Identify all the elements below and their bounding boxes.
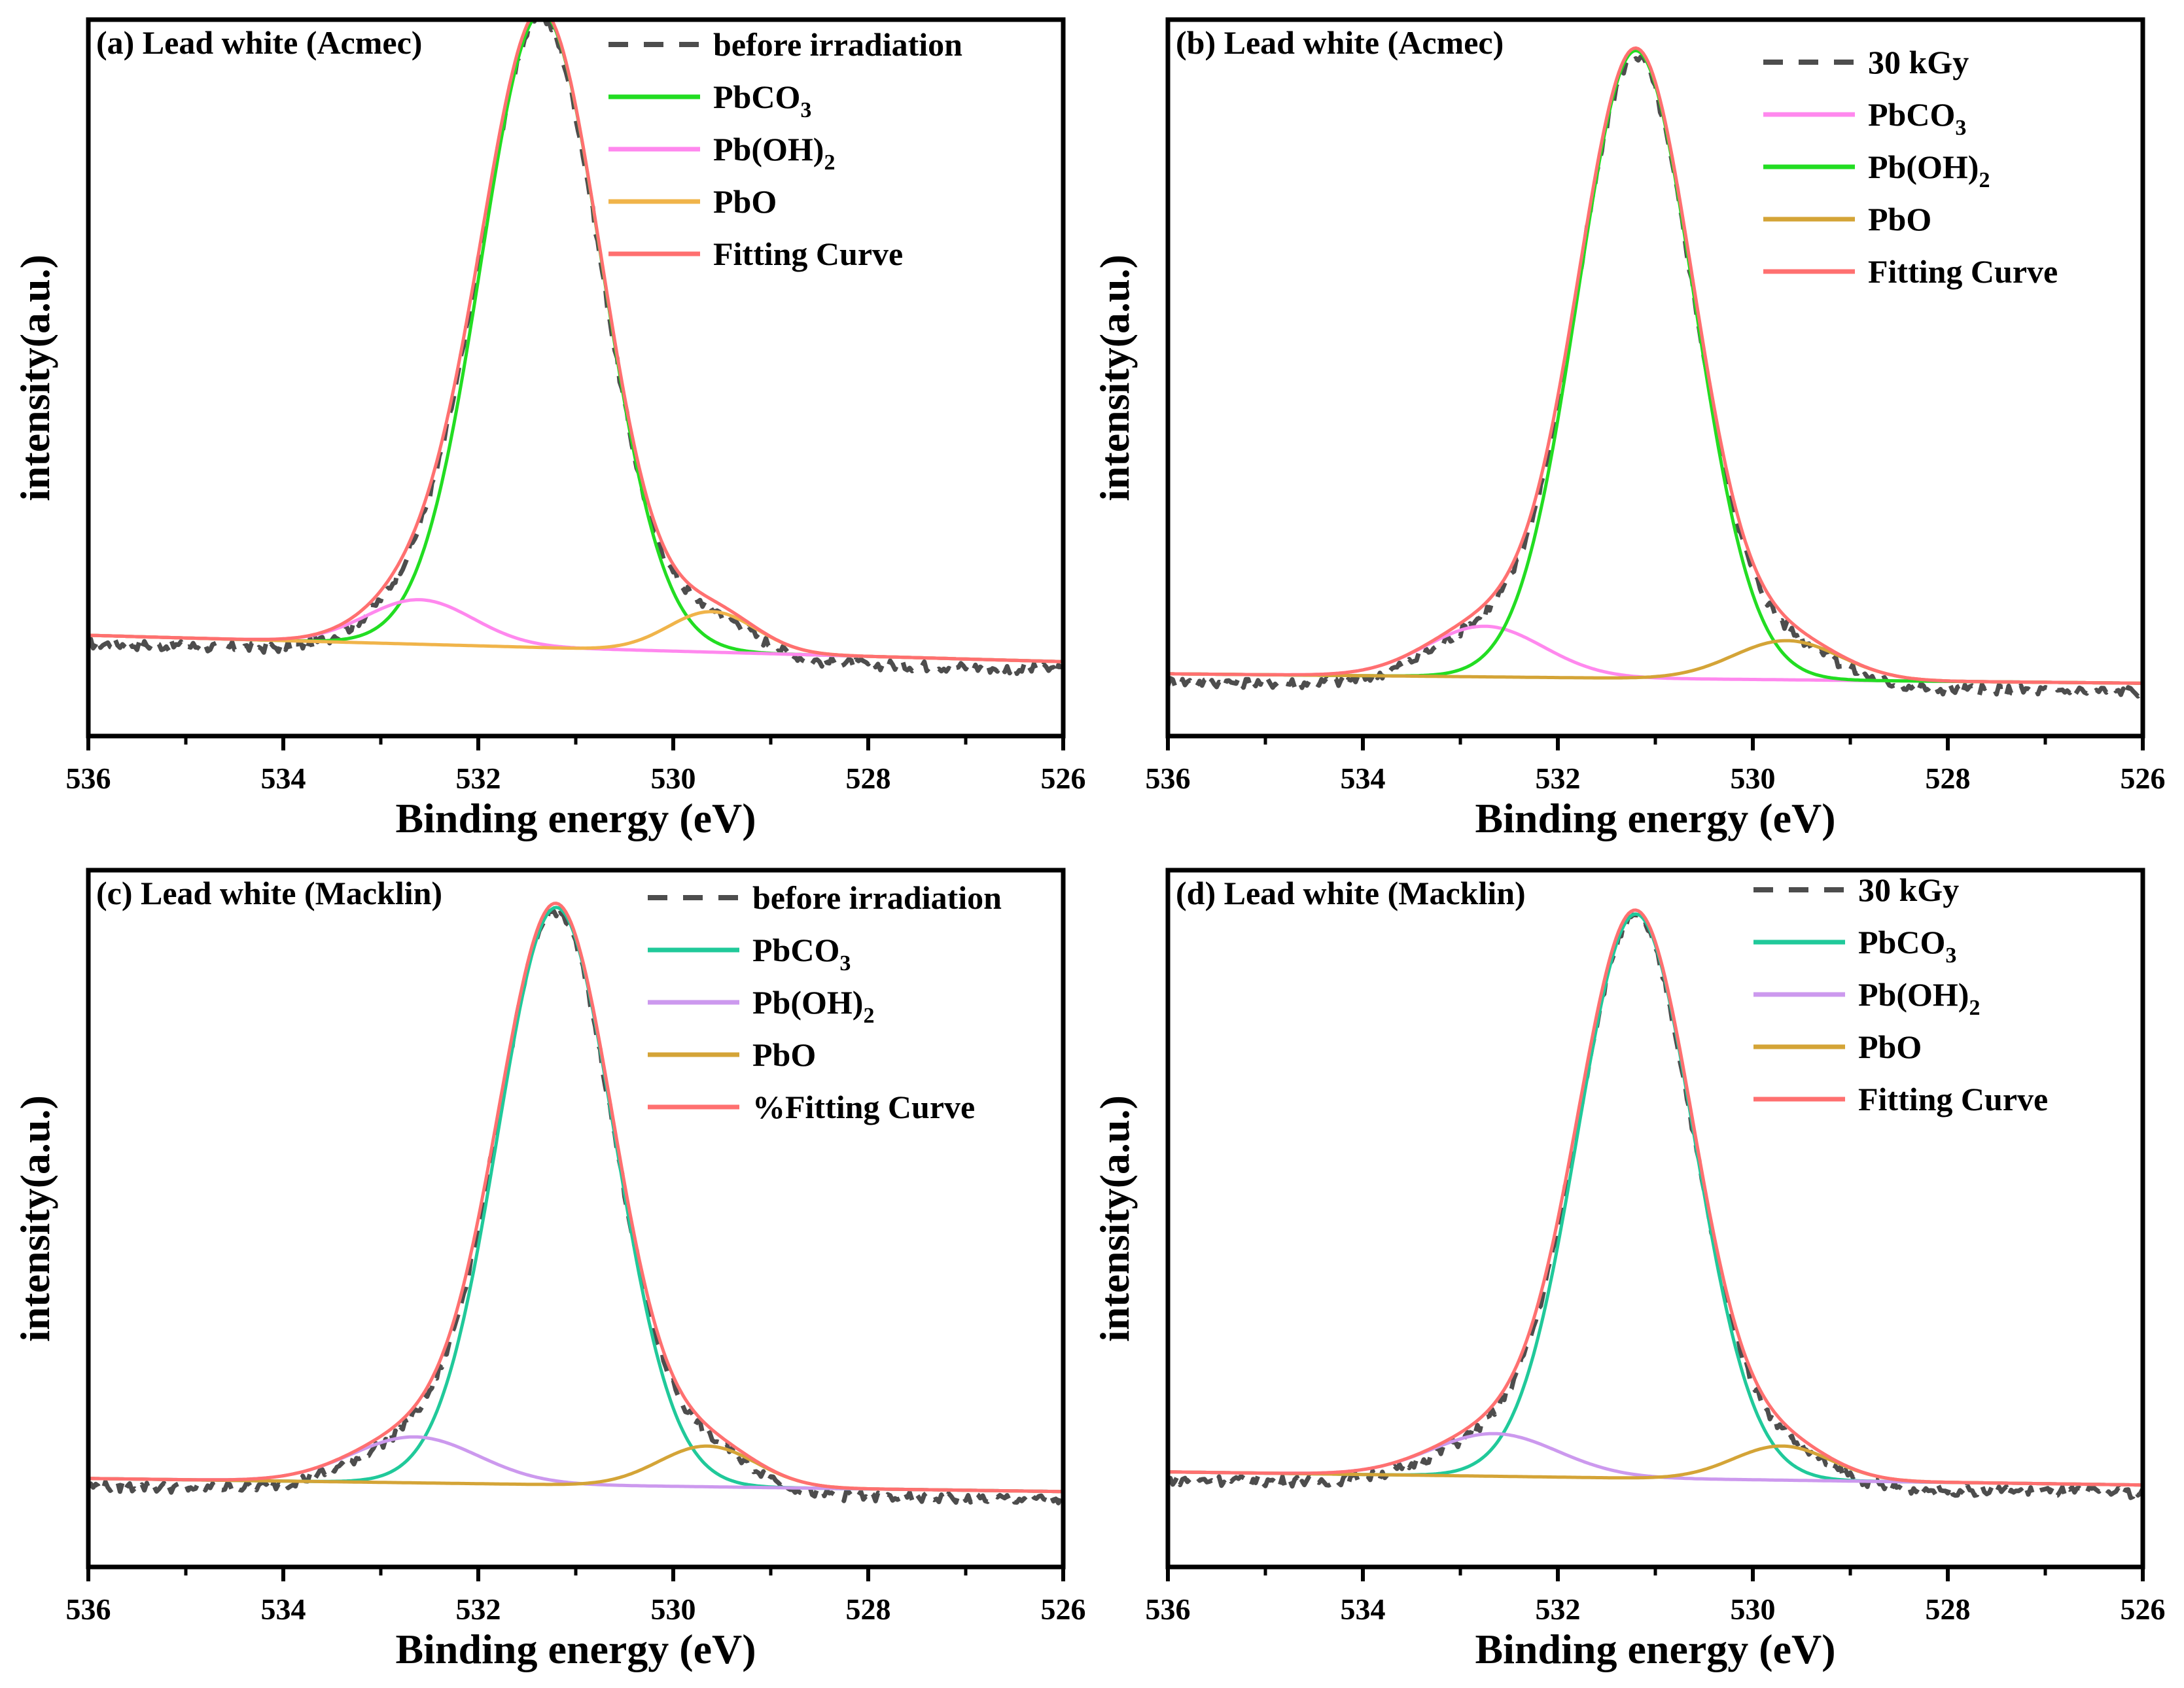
- legend-label: 30 kGy: [1868, 44, 1969, 80]
- legend-subscript: 2: [1969, 996, 1980, 1020]
- legend-label: 30 kGy: [1858, 871, 1959, 908]
- series-line-pb-oh-2: [1168, 48, 2143, 685]
- legend-label: before irradiation: [752, 879, 1002, 916]
- legend-label: PbO: [1858, 1029, 1922, 1065]
- y-axis-title: intensity(a.u.): [1091, 255, 1138, 501]
- legend-subscript: 2: [824, 150, 835, 175]
- x-axis-title: Binding energy (eV): [1475, 1626, 1835, 1672]
- series-line-pbo: [1168, 639, 2143, 685]
- series-line-fitting-curve: [1168, 908, 2143, 1487]
- x-tick-label: 530: [651, 762, 696, 795]
- legend-label: PbO: [752, 1036, 816, 1073]
- x-tick-label: 526: [1041, 1592, 1086, 1626]
- series-line-before-irradiation: [88, 20, 1063, 677]
- panel-title: (b) Lead white (Acmec): [1176, 24, 1504, 61]
- plot-area: [88, 20, 1063, 677]
- legend-label: Pb(OH)2: [713, 131, 835, 175]
- legend-subscript: 3: [1945, 943, 1956, 968]
- series-line-before-irradiation: [88, 904, 1063, 1505]
- plot-frame: [1165, 868, 2145, 1570]
- series-line-pbo: [88, 1444, 1063, 1494]
- series-line-fitting-curve: [88, 902, 1063, 1494]
- x-tick-label: 528: [1926, 1592, 1971, 1626]
- x-tick-label: 530: [651, 1592, 696, 1626]
- y-axis-title: intensity(a.u.): [1091, 1095, 1138, 1342]
- legend-label: %Fitting Curve: [752, 1089, 975, 1125]
- series-line-pbo: [1168, 1444, 2143, 1487]
- series-line-pb-oh-2: [88, 598, 1063, 663]
- x-axis-title: Binding energy (eV): [395, 795, 756, 841]
- x-tick-label: 536: [66, 1592, 111, 1626]
- x-tick-label: 530: [1731, 1592, 1776, 1626]
- series-line-fitting-curve: [1168, 46, 2143, 685]
- x-tick-label: 534: [261, 762, 306, 795]
- series-line-pbo: [88, 610, 1063, 663]
- x-tick-label: 534: [1341, 1592, 1386, 1626]
- legend-label: Fitting Curve: [1868, 253, 2058, 290]
- legend-label: Fitting Curve: [1858, 1081, 2048, 1117]
- series-line-30-kgy: [1168, 912, 2143, 1500]
- plot-area: [88, 902, 1063, 1505]
- x-axis-title: Binding energy (eV): [1475, 795, 1835, 841]
- legend-label: Pb(OH)2: [752, 984, 874, 1028]
- y-axis-title: intensity(a.u.): [12, 1095, 58, 1342]
- legend-label: PbCO3: [1868, 96, 1966, 140]
- x-tick-label: 526: [2121, 762, 2166, 795]
- series-line-pbco3: [88, 906, 1063, 1494]
- x-tick-label: 536: [1146, 1592, 1191, 1626]
- x-tick-label: 534: [261, 1592, 306, 1626]
- y-axis-title: intensity(a.u.): [12, 255, 58, 501]
- legend-subscript: 3: [1955, 116, 1966, 140]
- panel-title: (d) Lead white (Macklin): [1176, 875, 1526, 911]
- legend-subscript: 3: [839, 951, 851, 976]
- legend-subscript: 2: [1979, 168, 1990, 192]
- legend-label: PbO: [713, 183, 777, 220]
- panel-title: (a) Lead white (Acmec): [96, 24, 422, 61]
- x-tick-label: 526: [1041, 762, 1086, 795]
- legend-label: PbCO3: [752, 932, 851, 976]
- x-tick-label: 532: [456, 1592, 501, 1626]
- series-line-pbco3: [1168, 912, 2143, 1487]
- series-line-30-kgy: [1168, 54, 2143, 699]
- legend-label: PbCO3: [1858, 924, 1956, 968]
- x-axis-title: Binding energy (eV): [395, 1626, 756, 1672]
- legend-label: Fitting Curve: [713, 236, 903, 272]
- legend-label: Pb(OH)2: [1868, 149, 1990, 192]
- legend-subscript: 2: [863, 1004, 874, 1028]
- chart-panel-d: 536 534 532 530 528 526 Binding energy (eV) int…: [1091, 868, 2166, 1672]
- legend-subscript: 3: [800, 98, 811, 122]
- series-line-fitting-curve: [88, 20, 1063, 663]
- chart-panel-b: 536 534 532 530 528 526 Binding energy (eV) int…: [1091, 17, 2166, 841]
- legend-label: before irradiation: [713, 26, 962, 63]
- plot-frame: [86, 868, 1066, 1570]
- x-tick-label: 534: [1341, 762, 1386, 795]
- x-tick-label: 536: [66, 762, 111, 795]
- legend-label: PbCO3: [713, 79, 811, 122]
- chart-panel-a: 536 534 532 530 528 526 Binding energy (eV) int…: [12, 17, 1086, 841]
- x-tick-label: 532: [1536, 1592, 1581, 1626]
- x-tick-label: 536: [1146, 762, 1191, 795]
- x-tick-label: 528: [1926, 762, 1971, 795]
- plot-area: [1168, 908, 2143, 1500]
- legend-label: PbO: [1868, 201, 1931, 237]
- chart-panel-c: 536 534 532 530 528 526 Binding energy (eV) int…: [12, 868, 1086, 1672]
- x-tick-label: 528: [846, 1592, 891, 1626]
- legend-label: Pb(OH)2: [1858, 976, 1980, 1020]
- plot-frame: [1165, 17, 2145, 739]
- x-tick-label: 532: [456, 762, 501, 795]
- x-tick-label: 526: [2121, 1592, 2166, 1626]
- panel-title: (c) Lead white (Macklin): [96, 875, 442, 911]
- x-tick-label: 532: [1536, 762, 1581, 795]
- x-tick-label: 528: [846, 762, 891, 795]
- x-tick-label: 530: [1731, 762, 1776, 795]
- plot-area: [1168, 46, 2143, 699]
